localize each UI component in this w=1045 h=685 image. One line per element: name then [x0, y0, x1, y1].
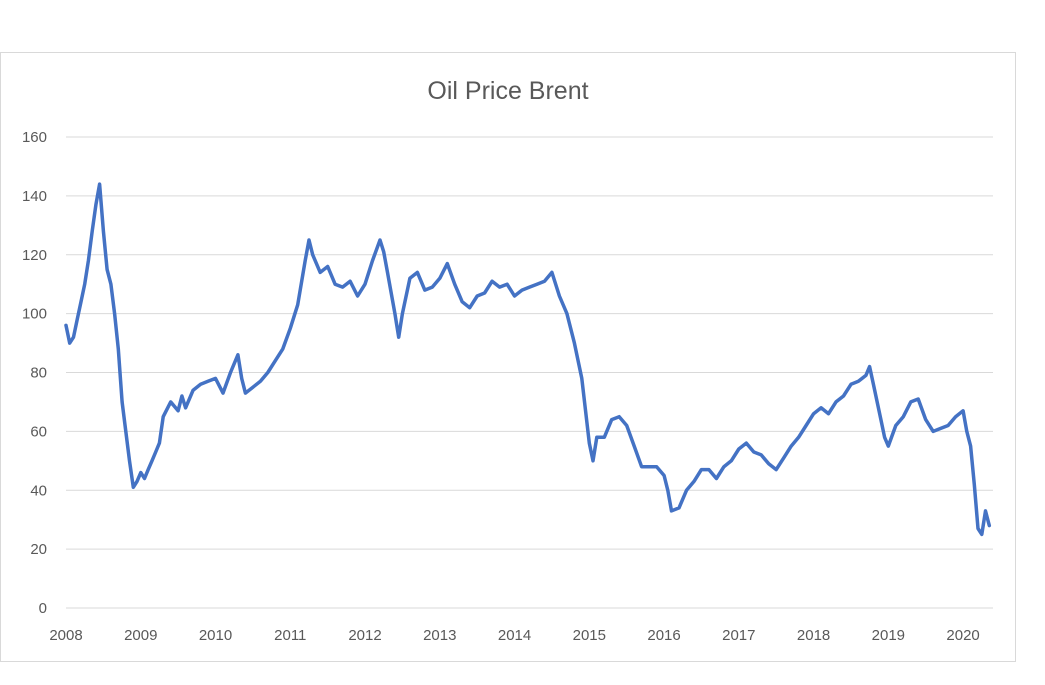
- x-tick-label: 2010: [199, 627, 232, 644]
- x-tick-label: 2016: [647, 627, 680, 644]
- x-tick-label: 2008: [49, 627, 82, 644]
- series-line-brent: [64, 182, 992, 537]
- y-tick-label: 0: [39, 600, 47, 617]
- x-tick-label: 2019: [872, 627, 905, 644]
- x-tick-label: 2014: [498, 627, 531, 644]
- x-tick-label: 2012: [348, 627, 381, 644]
- x-tick-label: 2017: [722, 627, 755, 644]
- y-tick-label: 140: [22, 188, 47, 205]
- x-tick-label: 2011: [274, 627, 306, 644]
- y-tick-label: 100: [22, 306, 47, 323]
- x-tick-label: 2009: [124, 627, 157, 644]
- y-tick-label: 160: [22, 129, 47, 146]
- y-tick-label: 80: [30, 365, 47, 382]
- y-tick-label: 60: [30, 423, 47, 440]
- y-tick-label: 120: [22, 247, 47, 264]
- x-tick-label: 2013: [423, 627, 456, 644]
- x-tick-label: 2020: [946, 627, 979, 644]
- chart-frame: [0, 52, 1016, 662]
- chart-title: Oil Price Brent: [427, 77, 588, 105]
- x-tick-label: 2015: [573, 627, 606, 644]
- x-tick-label: 2018: [797, 627, 830, 644]
- y-tick-label: 20: [30, 541, 47, 558]
- y-tick-label: 40: [30, 482, 47, 499]
